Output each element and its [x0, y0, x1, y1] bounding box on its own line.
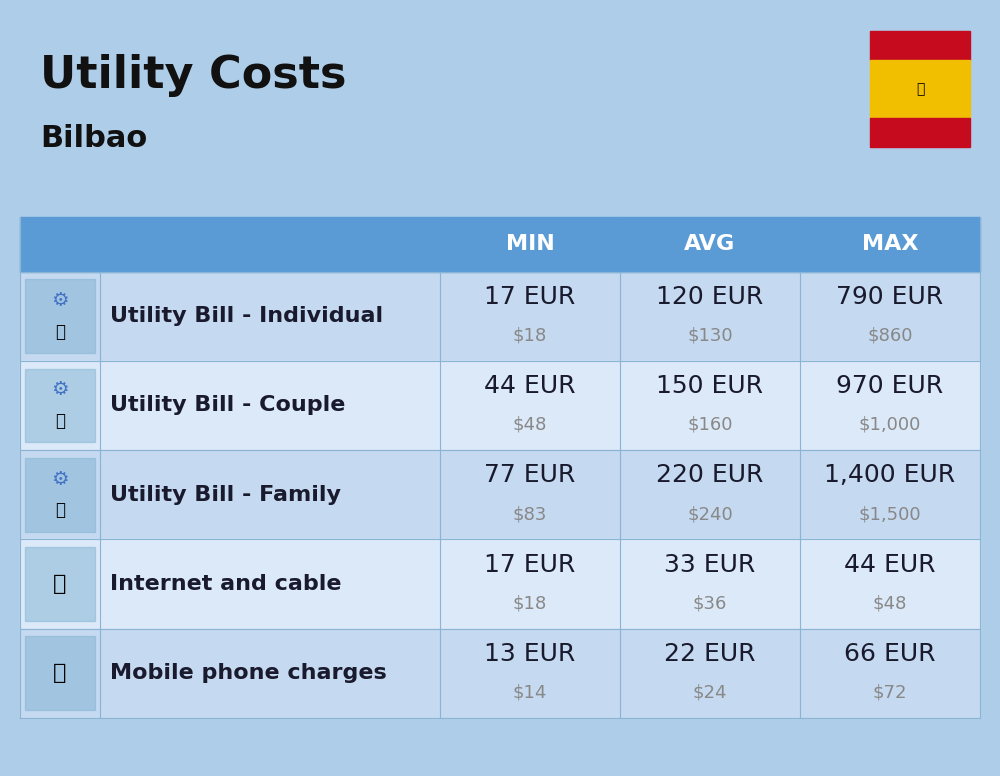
Text: 📱: 📱 [53, 663, 67, 683]
Text: 17 EUR: 17 EUR [484, 553, 576, 577]
Text: $18: $18 [513, 594, 547, 612]
Text: 📡: 📡 [53, 574, 67, 594]
Text: $48: $48 [873, 594, 907, 612]
Bar [870, 61, 970, 119]
Text: 970 EUR: 970 EUR [836, 374, 944, 398]
Bar [25, 279, 95, 353]
Text: ⚙: ⚙ [51, 469, 69, 489]
Text: Utility Bill - Couple: Utility Bill - Couple [110, 396, 345, 415]
Text: 790 EUR: 790 EUR [836, 285, 944, 309]
Text: 120 EUR: 120 EUR [656, 285, 764, 309]
Bar [20, 272, 980, 361]
Text: $160: $160 [687, 416, 733, 434]
Text: $83: $83 [513, 505, 547, 523]
Bar [25, 547, 95, 621]
Text: ⚙: ⚙ [51, 380, 69, 400]
Text: MAX: MAX [862, 234, 918, 255]
Bar [620, 217, 800, 272]
Bar [20, 450, 980, 539]
Text: $72: $72 [873, 684, 907, 702]
Text: 1,400 EUR: 1,400 EUR [824, 463, 956, 487]
Bar [20, 539, 980, 629]
Text: ⚙: ⚙ [51, 291, 69, 310]
Text: $48: $48 [513, 416, 547, 434]
Text: $130: $130 [687, 327, 733, 345]
Bar [25, 636, 95, 710]
Bar [20, 629, 980, 718]
Bar [20, 217, 440, 272]
Text: 66 EUR: 66 EUR [844, 642, 936, 666]
Bar [25, 369, 95, 442]
Text: $860: $860 [867, 327, 913, 345]
Bar [800, 217, 980, 272]
Text: Bilbao: Bilbao [40, 124, 147, 153]
Text: 33 EUR: 33 EUR [664, 553, 756, 577]
Text: 150 EUR: 150 EUR [656, 374, 764, 398]
Text: Utility Bill - Individual: Utility Bill - Individual [110, 307, 383, 326]
Bar [870, 118, 970, 147]
Text: $18: $18 [513, 327, 547, 345]
Text: $24: $24 [693, 684, 727, 702]
Text: 🧑: 🧑 [55, 501, 65, 519]
Text: 22 EUR: 22 EUR [664, 642, 756, 666]
Text: MIN: MIN [506, 234, 554, 255]
Text: $240: $240 [687, 505, 733, 523]
Text: 🧑: 🧑 [55, 412, 65, 430]
Text: 🧑: 🧑 [55, 323, 65, 341]
Text: 44 EUR: 44 EUR [484, 374, 576, 398]
Text: 77 EUR: 77 EUR [484, 463, 576, 487]
Text: $1,000: $1,000 [859, 416, 921, 434]
Bar [440, 217, 620, 272]
Text: 44 EUR: 44 EUR [844, 553, 936, 577]
Text: 👑: 👑 [916, 82, 924, 96]
Text: Mobile phone charges: Mobile phone charges [110, 663, 387, 683]
Text: Utility Bill - Family: Utility Bill - Family [110, 485, 341, 504]
Text: Utility Costs: Utility Costs [40, 54, 347, 97]
Text: 17 EUR: 17 EUR [484, 285, 576, 309]
Bar [20, 361, 980, 450]
Text: AVG: AVG [684, 234, 736, 255]
Text: $1,500: $1,500 [859, 505, 921, 523]
Bar [870, 31, 970, 61]
Text: $14: $14 [513, 684, 547, 702]
Text: $36: $36 [693, 594, 727, 612]
Text: 13 EUR: 13 EUR [484, 642, 576, 666]
Text: 220 EUR: 220 EUR [656, 463, 764, 487]
Bar [25, 458, 95, 532]
Text: Internet and cable: Internet and cable [110, 574, 342, 594]
